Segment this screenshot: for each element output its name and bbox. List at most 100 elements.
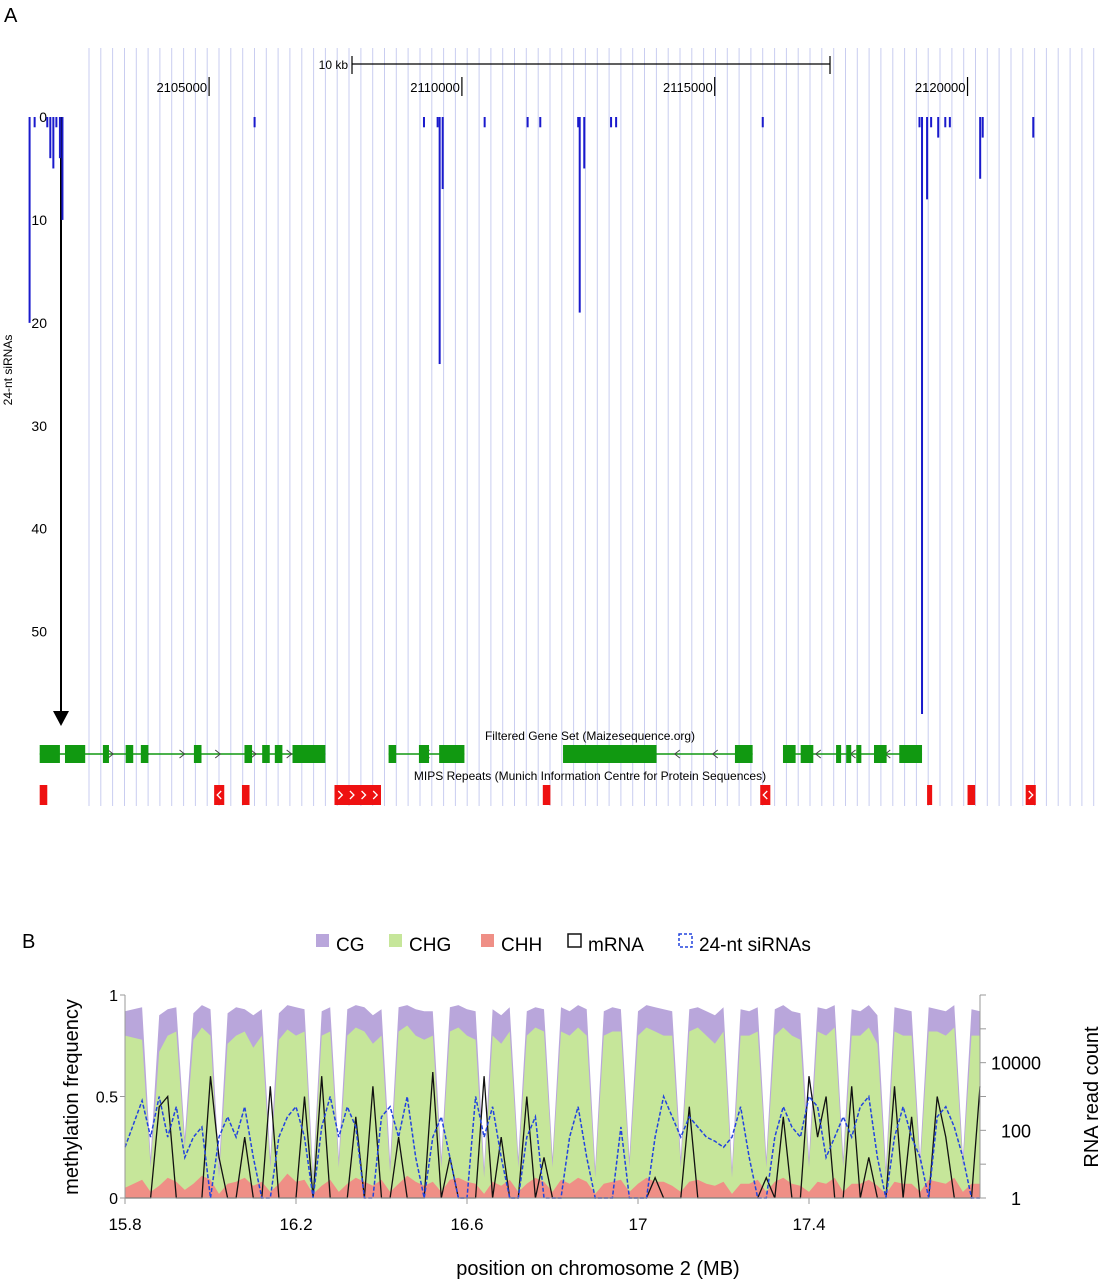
gene-exon — [899, 745, 923, 763]
repeat-strand-chevron — [372, 790, 379, 800]
repeat-strand-chevron — [349, 790, 355, 800]
sirna-bar — [926, 117, 929, 200]
sirna-bar — [55, 117, 58, 128]
repeat-block — [241, 785, 250, 805]
right-y-tick-label: 10000 — [991, 1054, 1041, 1074]
sirna-bar — [46, 117, 49, 128]
sirna-bar — [918, 117, 921, 128]
legend: CG CHG CHH mRNA 24-nt siRNAs — [316, 933, 811, 956]
legend-swatch-chg — [389, 934, 402, 947]
right-y-title: RNA read count — [1081, 1026, 1103, 1168]
left-y-title: methylation frequency — [61, 999, 83, 1195]
x-tick-label: 15.8 — [108, 1215, 141, 1234]
sirna-bar — [33, 117, 36, 128]
sirna-bar — [615, 117, 618, 128]
coordinate-label: 2115000 — [663, 80, 713, 95]
sirna-bar — [422, 117, 425, 128]
gene-exon — [388, 745, 397, 763]
gene-exon — [800, 745, 814, 763]
sirna-bar — [937, 117, 940, 138]
gene-exon — [140, 745, 149, 763]
x-tick-label: 17 — [629, 1215, 648, 1234]
y-tick-label: 50 — [31, 624, 47, 640]
repeat-block — [334, 785, 381, 805]
sirna-bars — [28, 117, 1035, 714]
repeat-block — [967, 785, 976, 805]
coordinate-label: 2105000 — [156, 80, 207, 95]
panel-a-label: A — [4, 5, 18, 27]
gene-exon — [873, 745, 887, 763]
sirna-bar — [58, 117, 61, 159]
x-tick-label: 16.2 — [279, 1215, 312, 1234]
sirna-bar — [441, 117, 444, 190]
sirna-bar — [921, 117, 924, 714]
gene-exon — [846, 745, 852, 763]
repeat-strand-chevron — [216, 790, 222, 800]
gene-exon — [782, 745, 796, 763]
sirna-bar — [539, 117, 542, 128]
gene-exon — [274, 745, 283, 763]
gene-track — [39, 745, 923, 763]
coordinate-label: 2120000 — [915, 80, 966, 95]
gene-exon — [292, 745, 326, 763]
panel-b-label: B — [22, 931, 35, 953]
repeat-strand-chevron — [337, 790, 344, 800]
gene-exon — [125, 745, 134, 763]
repeat-strand-chevron — [1028, 790, 1034, 800]
chh-area — [125, 1173, 980, 1198]
strand-chevron — [250, 749, 257, 759]
repeat-strand-chevron — [762, 790, 768, 800]
repeat-track — [39, 785, 1036, 805]
legend-swatch-sirna — [678, 933, 693, 948]
legend-label-cg: CG — [336, 935, 365, 956]
y-tick-label: 0 — [39, 109, 47, 125]
sirna-bar — [979, 117, 982, 179]
legend-label-mrna: mRNA — [588, 935, 644, 956]
right-y-tick-label: 1 — [1011, 1189, 1021, 1209]
gene-exon — [856, 745, 862, 763]
gene-exon — [39, 745, 60, 763]
chg-area — [125, 1025, 980, 1198]
strand-chevron — [711, 749, 719, 759]
legend-label-sirna: 24-nt siRNAs — [699, 935, 811, 956]
sirna-bar — [981, 117, 984, 138]
strand-chevron — [107, 749, 114, 759]
scale-bar-label: 10 kb — [319, 58, 349, 72]
gene-exon — [563, 745, 657, 763]
strand-chevron — [179, 749, 186, 759]
sirna-line — [124, 1094, 980, 1199]
gene-exon — [418, 745, 430, 763]
left-y-tick-label: 0.5 — [96, 1090, 118, 1107]
sirna-bar — [944, 117, 947, 128]
repeat-track-label: MIPS Repeats (Munich Information Centre … — [414, 769, 766, 783]
gene-exon — [193, 745, 202, 763]
y-tick-label: 10 — [31, 212, 47, 228]
gene-track-label: Filtered Gene Set (Maizesequence.org) — [485, 729, 695, 743]
y-tick-label: 40 — [31, 521, 47, 537]
gene-exon — [836, 745, 842, 763]
panel-a-y-arrowhead — [53, 711, 69, 726]
x-title: position on chromosome 2 (MB) — [456, 1258, 739, 1280]
coordinate-label: 2110000 — [410, 80, 460, 95]
sirna-bar — [948, 117, 951, 128]
sirna-bar — [610, 117, 613, 128]
right-y-tick-label: 100 — [1001, 1121, 1031, 1141]
gene-exon — [244, 745, 253, 763]
coordinate-ruler: 2105000 2110000 2115000 2120000 — [156, 77, 969, 96]
methylation-plot — [124, 1005, 981, 1199]
gene-exon — [102, 745, 109, 763]
sirna-bar — [583, 117, 586, 169]
sirna-bar — [761, 117, 764, 128]
sirna-bar — [930, 117, 933, 128]
y-tick-label: 20 — [31, 315, 47, 331]
panel-a-grid — [88, 48, 1095, 806]
left-y-tick-label: 1 — [109, 988, 118, 1005]
repeat-block — [39, 785, 48, 805]
x-tick-label: 16.6 — [450, 1215, 483, 1234]
repeat-block — [927, 785, 933, 805]
scale-bar: 10 kb — [319, 56, 831, 74]
sirna-bar — [577, 117, 580, 128]
legend-label-chg: CHG — [409, 935, 451, 956]
sirna-bar — [483, 117, 486, 128]
